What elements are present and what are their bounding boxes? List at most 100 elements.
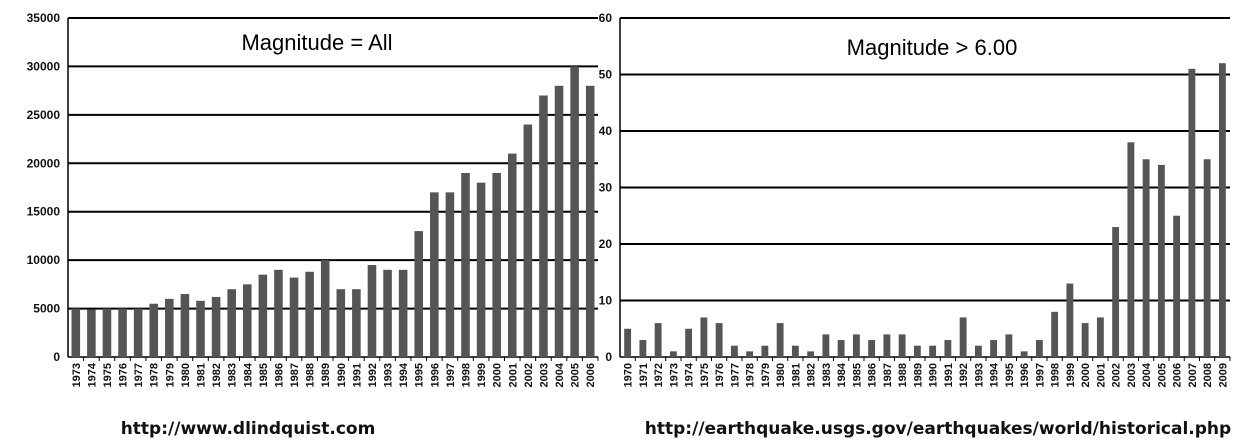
bar [913,345,921,357]
bar [990,340,998,357]
x-tick-label: 2001 [507,363,519,387]
x-tick-label: 1974 [86,362,98,387]
x-tick-label: 2003 [1126,363,1138,387]
source-caption: http://earthquake.usgs.gov/earthquakes/w… [645,419,1231,439]
x-tick-label: 1976 [714,363,726,387]
bar [837,340,845,357]
bar [367,264,377,357]
y-tick-label: 15000 [27,205,61,219]
x-tick-label: 1975 [699,363,711,387]
bar [305,271,314,357]
bar [1051,311,1059,357]
x-tick-label: 1986 [273,363,285,387]
bar [523,124,533,358]
bar [852,334,860,357]
x-tick-label: 1980 [775,363,787,387]
bar [476,182,486,357]
bar [102,308,112,357]
x-tick-label: 1977 [729,363,741,387]
x-tick-label: 1982 [806,363,818,387]
x-tick-label: 1970 [623,363,635,387]
bar [289,277,299,357]
bar [883,334,891,357]
bar [700,317,708,357]
bar [165,298,174,357]
x-tick-label: 1972 [653,363,665,387]
x-tick-label: 2006 [1172,363,1184,387]
x-tick-label: 1974 [684,362,696,387]
bar [554,85,564,358]
bar [898,334,906,357]
x-tick-label: 2005 [1156,363,1168,387]
x-tick-label: 1992 [367,363,379,387]
x-tick-label: 1999 [476,363,488,387]
x-tick-label: 1995 [1004,363,1016,387]
bar [776,323,784,357]
bar [383,269,392,357]
bar [1020,351,1028,357]
bar [398,269,408,357]
bar [1203,159,1211,357]
bar [274,269,283,357]
x-tick-label: 1997 [445,363,457,387]
y-tick-label: 50 [599,68,613,82]
bar [1173,215,1181,357]
x-tick-label: 1987 [882,363,894,387]
y-tick-label: 0 [605,350,612,364]
bar [974,345,982,357]
bar [685,328,693,357]
x-tick-label: 1992 [958,363,970,387]
y-tick-label: 30000 [27,59,61,73]
x-tick-label: 1998 [461,363,473,387]
x-tick-label: 1973 [668,363,680,387]
bar [822,334,830,357]
x-tick-label: 1985 [258,363,270,387]
y-tick-label: 0 [53,350,60,364]
x-tick-label: 1990 [336,363,348,387]
bar [746,351,754,357]
bar [1127,142,1135,357]
x-tick-label: 1990 [928,363,940,387]
bar [624,328,632,357]
chart-title: Magnitude = All [241,30,392,55]
bar [507,153,517,357]
bar [196,300,205,357]
bar [211,296,221,357]
x-tick-label: 1998 [1050,363,1062,387]
x-tick-label: 2005 [570,363,582,387]
bar [1112,227,1120,357]
y-tick-label: 35000 [27,11,61,25]
y-tick-label: 30 [599,181,613,195]
source-caption: http://www.dlindquist.com [121,419,376,439]
x-tick-label: 2004 [1141,362,1153,387]
bar [461,172,470,357]
x-tick-label: 1971 [638,363,650,387]
y-tick-label: 5000 [33,302,60,316]
x-tick-label: 1983 [821,363,833,387]
bar [118,308,127,357]
x-tick-label: 1994 [989,362,1001,387]
bar [133,308,143,357]
bar [414,231,424,357]
bar [639,340,647,357]
bar [1035,340,1043,357]
x-tick-label: 2001 [1095,363,1107,387]
bar [959,317,967,357]
x-tick-label: 2007 [1187,363,1199,387]
x-tick-label: 2004 [554,362,566,387]
bar [352,289,361,357]
bar [570,66,579,357]
bar [1188,68,1196,357]
x-tick-label: 1996 [429,363,441,387]
x-tick-label: 1977 [133,363,145,387]
bar [715,323,723,357]
x-tick-label: 2006 [585,363,597,387]
y-tick-label: 60 [599,11,613,25]
bar [336,289,346,357]
x-tick-label: 1988 [305,363,317,387]
x-tick-label: 1984 [242,362,254,387]
bar [654,323,662,357]
x-tick-label: 2003 [538,363,550,387]
bar [258,274,268,357]
